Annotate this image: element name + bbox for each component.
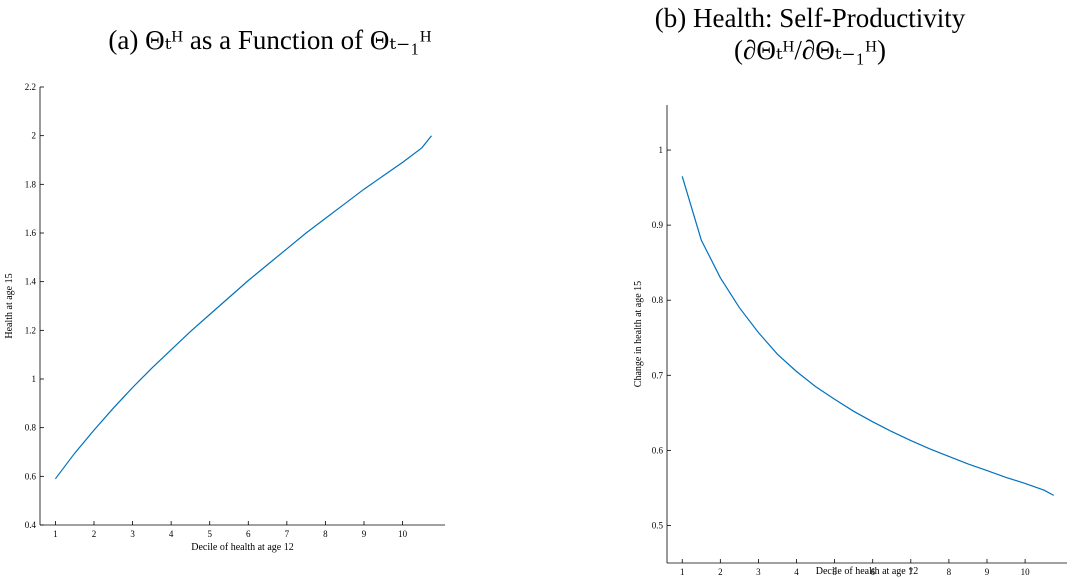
chart-b-x-tick-label: 7	[909, 567, 914, 577]
chart-b-x-tick-label: 10	[1021, 567, 1031, 577]
chart-a-x-tick-label: 8	[323, 529, 328, 539]
chart-a-x-axis-label: Decile of health at age 12	[191, 542, 293, 553]
chart-b-x-tick-label: 3	[756, 567, 761, 577]
chart-b-x-tick-label: 1	[680, 567, 685, 577]
chart-b-y-axis-label: Change in health at age 15	[633, 281, 644, 387]
chart-b-y-tick-label: 0.6	[652, 445, 664, 455]
chart-a-title: (a) Θₜᴴ as a Function of Θₜ₋₁ᴴ	[10, 24, 530, 56]
chart-a-y-tick-label: 1.6	[25, 228, 37, 238]
chart-b-x-tick-label: 8	[947, 567, 952, 577]
chart-a-y-tick-label: 1.2	[25, 325, 36, 335]
chart-b-x-tick-label: 2	[718, 567, 723, 577]
chart-b-y-tick-label: 0.5	[652, 520, 664, 530]
chart-b-title: (b) Health: Self-Productivity (∂Θₜᴴ/∂Θₜ₋…	[560, 2, 1060, 66]
chart-b-x-tick-label: 4	[794, 567, 799, 577]
chart-a-x-tick-label: 10	[398, 529, 408, 539]
chart-a-x-tick-label: 5	[207, 529, 212, 539]
chart-b-y-tick-label: 0.7	[652, 370, 664, 380]
chart-b-subtitle-text: (∂Θₜᴴ/∂Θₜ₋₁ᴴ)	[734, 35, 886, 65]
chart-a-y-tick-label: 0.6	[25, 471, 37, 481]
chart-a-y-tick-label: 0.4	[25, 520, 37, 530]
chart-a-x-tick-label: 1	[53, 529, 58, 539]
chart-b-x-tick-label: 9	[985, 567, 990, 577]
chart-b-x-axis-label: Decile of health at age 12	[816, 566, 918, 577]
chart-a-x-tick-label: 7	[285, 529, 290, 539]
chart-a-y-tick-label: 2.2	[25, 82, 36, 92]
chart-a-y-tick-label: 1.4	[25, 277, 37, 287]
chart-a-x-tick-label: 6	[246, 529, 251, 539]
chart-b-title-text: (b) Health: Self-Productivity	[654, 3, 966, 33]
chart-a-y-tick-label: 0.8	[25, 423, 37, 433]
chart-b-x-tick-label: 6	[870, 567, 875, 577]
chart-b-y-tick-label: 0.9	[652, 220, 664, 230]
chart-b-y-tick-label: 1	[659, 145, 664, 155]
chart-a: 0.4 0.6 0.8 1 1.2 1.4 1.6 1.8 2 2.2 1 2 3 4 5 6 7 8 9 10 Dec…	[4, 82, 445, 553]
chart-b-x-tick-label: 5	[832, 567, 837, 577]
chart-b: 0.5 0.6 0.7 0.8 0.9 1 1 2 3 4 5 6 7 8 9 10 Decile of hea…	[633, 105, 1067, 577]
chart-b-series-line	[681, 176, 1054, 496]
chart-a-x-tick-label: 9	[362, 529, 367, 539]
chart-a-x-tick-label: 3	[130, 529, 135, 539]
chart-a-y-axis-label: Health at age 15	[4, 273, 15, 338]
chart-a-x-tick-label: 2	[92, 529, 97, 539]
chart-a-series-line	[54, 135, 432, 480]
chart-a-y-tick-label: 1.8	[25, 179, 37, 189]
chart-a-title-text: (a) Θₜᴴ as a Function of Θₜ₋₁ᴴ	[108, 25, 432, 55]
chart-a-y-tick-label: 2	[32, 131, 37, 141]
chart-a-x-tick-label: 4	[169, 529, 174, 539]
chart-b-y-tick-label: 0.8	[652, 295, 664, 305]
chart-a-y-tick-label: 1	[32, 374, 37, 384]
